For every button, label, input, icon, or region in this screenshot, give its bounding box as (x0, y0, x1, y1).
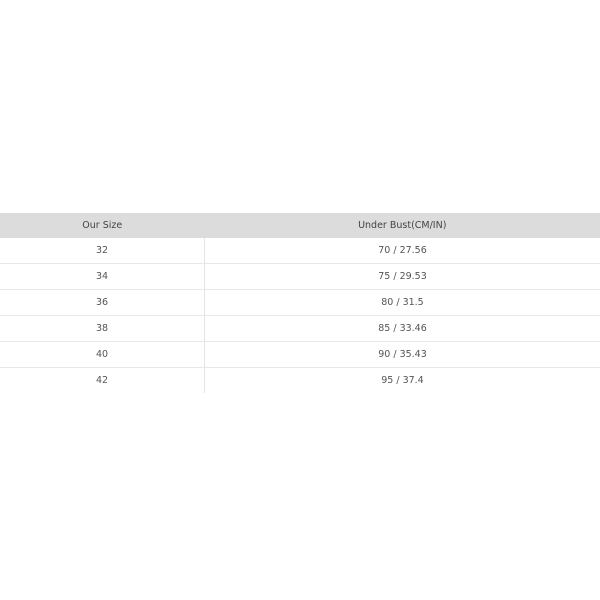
table-row: 32 70 / 27.56 (0, 238, 600, 264)
table-row: 36 80 / 31.5 (0, 289, 600, 316)
header-under-bust: Under Bust(CM/IN) (204, 213, 600, 238)
under-bust-cell: 70 / 27.56 (204, 238, 600, 264)
size-cell: 34 (0, 263, 205, 290)
table-row: 38 85 / 33.46 (0, 315, 600, 342)
size-cell: 36 (0, 289, 205, 316)
table-row: 34 75 / 29.53 (0, 263, 600, 290)
size-chart-table: Our Size Under Bust(CM/IN) 32 70 / 27.56 … (0, 213, 600, 393)
size-cell: 42 (0, 367, 205, 393)
under-bust-cell: 85 / 33.46 (204, 315, 600, 342)
size-cell: 32 (0, 238, 205, 264)
under-bust-cell: 95 / 37.4 (381, 375, 424, 386)
table-row: 42 95 / 37.4 (0, 367, 600, 393)
under-bust-cell: 90 / 35.43 (204, 341, 600, 368)
size-cell: 38 (0, 315, 205, 342)
under-bust-cell: 75 / 29.53 (204, 263, 600, 290)
header-row: Our Size Under Bust(CM/IN) (0, 213, 600, 238)
under-bust-cell: 80 / 31.5 (204, 289, 600, 316)
size-cell: 40 (0, 341, 205, 368)
header-our-size: Our Size (0, 213, 205, 238)
table-row: 40 90 / 35.43 (0, 341, 600, 368)
